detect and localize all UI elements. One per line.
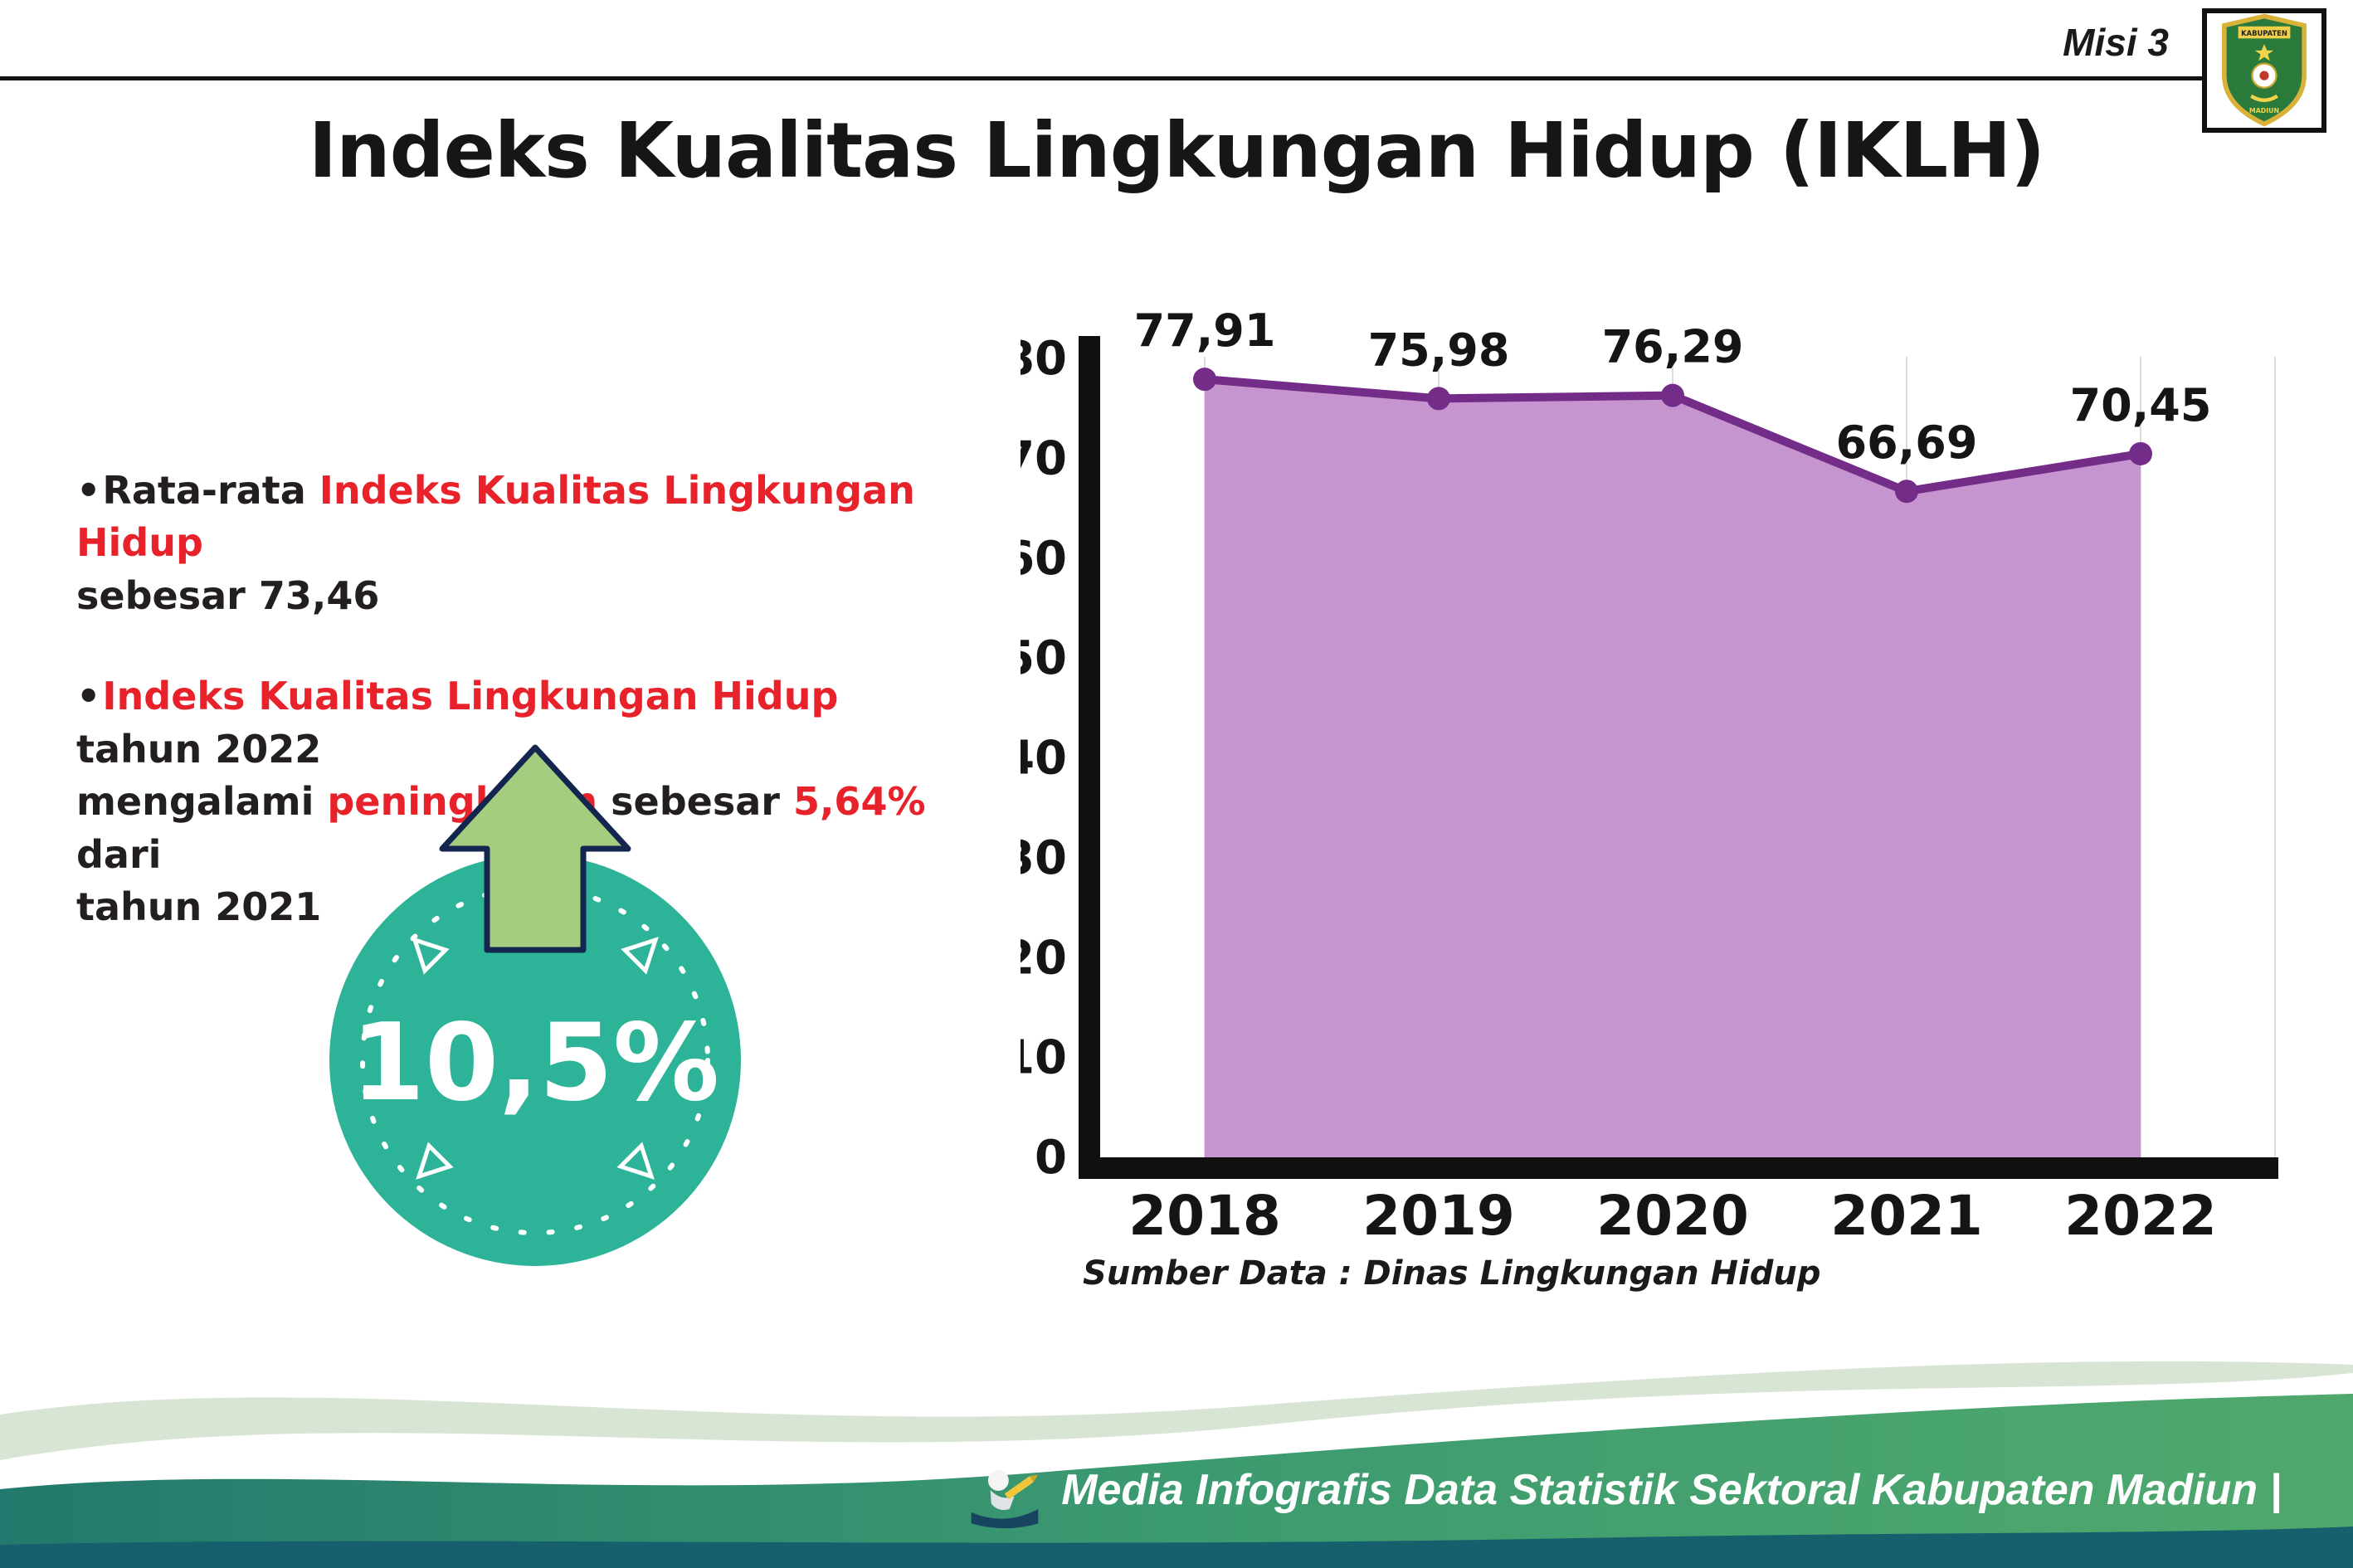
svg-text:66,69: 66,69 bbox=[1836, 416, 1978, 469]
svg-text:60: 60 bbox=[1021, 532, 1067, 586]
misi-label: Misi 3 bbox=[2063, 21, 2169, 64]
svg-text:0: 0 bbox=[1035, 1131, 1067, 1185]
svg-text:2021: 2021 bbox=[1830, 1184, 1983, 1248]
bullet-text: tahun 2021 bbox=[76, 884, 322, 930]
svg-text:40: 40 bbox=[1021, 732, 1067, 786]
kabupaten-madiun-logo: KABUPATEN MADIUN bbox=[2202, 8, 2326, 133]
svg-text:2019: 2019 bbox=[1362, 1184, 1515, 1248]
footer-waves bbox=[0, 1361, 2353, 1568]
bullet-text: sebesar bbox=[597, 779, 793, 825]
bullet-highlight: Indeks Kualitas Lingkungan Hidup bbox=[76, 468, 915, 566]
badge-triangle-nw bbox=[412, 937, 450, 975]
increase-badge: 10,5% bbox=[329, 744, 741, 1266]
svg-text:77,91: 77,91 bbox=[1134, 304, 1276, 357]
svg-text:2018: 2018 bbox=[1128, 1184, 1281, 1248]
svg-text:80: 80 bbox=[1021, 332, 1067, 386]
page-title: Indeks Kualitas Lingkungan Hidup (IKLH) bbox=[308, 106, 2045, 195]
bullet-marker: • bbox=[76, 674, 101, 719]
wave-dark-strip bbox=[0, 1527, 2353, 1568]
coat-of-arms-icon: KABUPATEN MADIUN bbox=[2222, 13, 2307, 127]
bullet-highlight: Indeks Kualitas Lingkungan Hidup bbox=[102, 674, 839, 719]
header-rule bbox=[0, 76, 2204, 80]
iklh-area-chart: 77,91 75,98 76,29 66,69 70,45 0 10 20 30 40 50 60 70… bbox=[1002, 304, 2278, 1248]
footer-credit: Media Infografis Data Statistik Sektoral… bbox=[1061, 1466, 2282, 1514]
bullet-text: sebesar 73,46 bbox=[76, 572, 380, 618]
svg-text:50: 50 bbox=[1021, 631, 1067, 685]
bullet-marker: • bbox=[76, 468, 101, 513]
svg-text:70: 70 bbox=[1021, 431, 1067, 485]
svg-text:KABUPATEN: KABUPATEN bbox=[2241, 29, 2287, 37]
data-source: Sumber Data : Dinas Lingkungan Hidup bbox=[1083, 1254, 1821, 1293]
mascot-icon bbox=[971, 1470, 1039, 1529]
up-arrow-icon bbox=[439, 744, 631, 953]
bullet-text: Rata-rata bbox=[102, 468, 319, 513]
svg-text:MADIUN: MADIUN bbox=[2249, 107, 2279, 114]
badge-value: 10,5% bbox=[351, 1001, 719, 1125]
badge-triangle-ne bbox=[621, 937, 659, 975]
bullet-text: dari bbox=[76, 831, 162, 877]
svg-text:10: 10 bbox=[1021, 1031, 1067, 1085]
badge-dashed-ring bbox=[360, 885, 710, 1235]
svg-text:20: 20 bbox=[1021, 931, 1067, 985]
svg-text:70,45: 70,45 bbox=[2070, 379, 2212, 431]
chart-area: 77,91 75,98 76,29 66,69 70,45 0 10 20 30 40 50 60 70… bbox=[1002, 299, 2315, 1336]
svg-text:2022: 2022 bbox=[2064, 1184, 2217, 1248]
svg-text:30: 30 bbox=[1021, 831, 1067, 885]
footer-credit-row: Media Infografis Data Statistik Sektoral… bbox=[965, 1450, 2282, 1530]
badge-triangle-sw bbox=[416, 1142, 454, 1180]
bullet-average-iklh: •Rata-rata Indeks Kualitas Lingkungan Hi… bbox=[76, 465, 972, 622]
bullet-highlight: 5,64% bbox=[792, 779, 926, 825]
svg-text:75,98: 75,98 bbox=[1368, 324, 1510, 376]
svg-text:76,29: 76,29 bbox=[1602, 321, 1744, 373]
badge-triangle-se bbox=[616, 1142, 655, 1180]
wave-band bbox=[0, 1394, 2353, 1568]
bullet-text: tahun 2022 bbox=[76, 726, 322, 772]
svg-text:2020: 2020 bbox=[1596, 1184, 1749, 1248]
bullet-text: mengalami bbox=[76, 779, 328, 825]
badge-circle bbox=[329, 855, 741, 1266]
